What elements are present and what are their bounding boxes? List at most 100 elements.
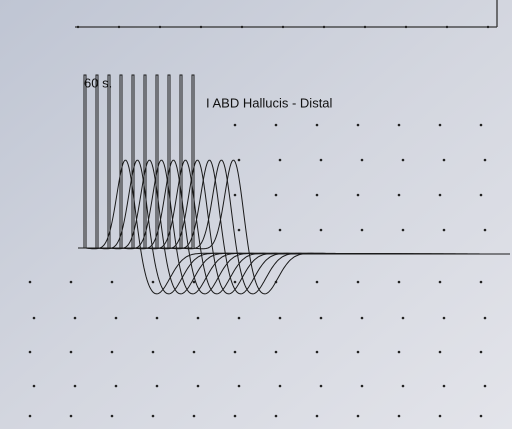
grid-dot	[357, 194, 360, 197]
grid-dot	[74, 385, 77, 388]
grid-dot	[439, 281, 442, 284]
grid-dot	[439, 351, 442, 354]
grid-dot	[238, 229, 241, 232]
grid-dot	[480, 351, 483, 354]
grid-dot	[484, 385, 487, 388]
grid-dot	[111, 415, 114, 418]
grid-dot	[70, 415, 73, 418]
top-dot	[200, 26, 202, 28]
grid-dot	[361, 229, 364, 232]
grid-dot	[275, 124, 278, 127]
top-dot	[323, 26, 325, 28]
grid-dot	[357, 415, 360, 418]
grid-dot	[402, 229, 405, 232]
grid-dot	[320, 385, 323, 388]
grid-dot	[480, 194, 483, 197]
grid-dot	[398, 124, 401, 127]
grid-dot	[279, 385, 282, 388]
grid-dot	[33, 385, 36, 388]
top-dot	[487, 26, 489, 28]
grid-dot	[361, 159, 364, 162]
top-dot	[446, 26, 448, 28]
grid-dot	[480, 281, 483, 284]
top-dot	[77, 26, 79, 28]
grid-dot	[193, 351, 196, 354]
grid-dot	[443, 385, 446, 388]
grid-dot	[234, 351, 237, 354]
grid-dot	[197, 317, 200, 320]
grid-dot	[279, 317, 282, 320]
grid-dot	[443, 159, 446, 162]
grid-dot	[115, 317, 118, 320]
grid-dot	[320, 159, 323, 162]
grid-dot	[234, 415, 237, 418]
muscle-label: I ABD Hallucis - Distal	[206, 95, 333, 110]
grid-dot	[439, 194, 442, 197]
grid-dot	[443, 229, 446, 232]
grid-dot	[234, 194, 237, 197]
top-dot	[282, 26, 284, 28]
grid-dot	[152, 281, 155, 284]
grid-dot	[484, 159, 487, 162]
paper	[0, 0, 512, 429]
grid-dot	[439, 124, 442, 127]
top-dot	[405, 26, 407, 28]
top-dot	[118, 26, 120, 28]
grid-dot	[398, 194, 401, 197]
grid-dot	[29, 415, 32, 418]
grid-dot	[402, 159, 405, 162]
grid-dot	[316, 281, 319, 284]
grid-dot	[320, 229, 323, 232]
grid-dot	[480, 124, 483, 127]
grid-dot	[484, 317, 487, 320]
grid-dot	[398, 415, 401, 418]
grid-dot	[316, 194, 319, 197]
grid-dot	[443, 317, 446, 320]
grid-dot	[238, 317, 241, 320]
grid-dot	[398, 351, 401, 354]
grid-dot	[197, 385, 200, 388]
grid-dot	[156, 385, 159, 388]
grid-dot	[152, 351, 155, 354]
grid-dot	[29, 351, 32, 354]
grid-dot	[357, 281, 360, 284]
time-label: 60 s.	[84, 75, 112, 90]
grid-dot	[70, 351, 73, 354]
grid-dot	[111, 281, 114, 284]
grid-dot	[156, 317, 159, 320]
grid-dot	[275, 351, 278, 354]
grid-dot	[357, 124, 360, 127]
printout-photo: 60 s. I ABD Hallucis - Distal	[0, 0, 512, 429]
grid-dot	[111, 351, 114, 354]
grid-dot	[439, 415, 442, 418]
top-dot	[364, 26, 366, 28]
grid-dot	[29, 281, 32, 284]
grid-dot	[74, 317, 77, 320]
grid-dot	[320, 317, 323, 320]
grid-dot	[484, 229, 487, 232]
grid-dot	[234, 124, 237, 127]
grid-dot	[279, 229, 282, 232]
grid-dot	[279, 159, 282, 162]
grid-dot	[238, 385, 241, 388]
grid-dot	[234, 281, 237, 284]
top-dot	[159, 26, 161, 28]
grid-dot	[361, 385, 364, 388]
grid-dot	[316, 124, 319, 127]
grid-dot	[238, 159, 241, 162]
grid-dot	[193, 415, 196, 418]
grid-dot	[115, 385, 118, 388]
grid-dot	[275, 415, 278, 418]
page: 60 s. I ABD Hallucis - Distal (() => { c…	[0, 0, 512, 429]
grid-dot	[275, 194, 278, 197]
grid-dot	[70, 281, 73, 284]
grid-dot	[357, 351, 360, 354]
top-dot	[241, 26, 243, 28]
grid-dot	[152, 415, 155, 418]
grid-dot	[480, 415, 483, 418]
grid-dot	[398, 281, 401, 284]
grid-dot	[402, 317, 405, 320]
grid-dot	[402, 385, 405, 388]
grid-dot	[316, 415, 319, 418]
grid-dot	[33, 317, 36, 320]
